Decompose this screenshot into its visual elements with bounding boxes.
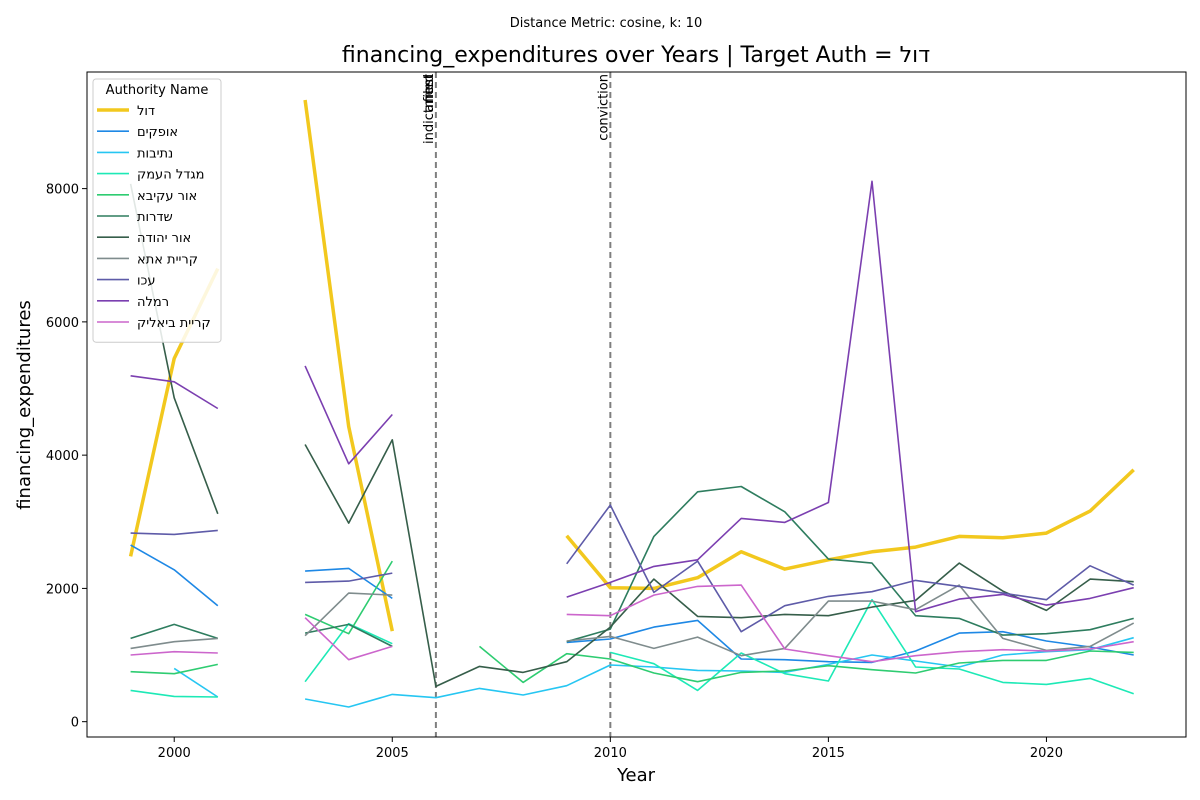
event-label: indictment bbox=[422, 74, 437, 144]
legend-label: אור עקיבא bbox=[137, 189, 197, 204]
y-tick-label: 6000 bbox=[46, 316, 79, 331]
y-tick-label: 4000 bbox=[46, 449, 79, 464]
series-line bbox=[304, 438, 1134, 688]
x-tick-label: 2015 bbox=[812, 746, 845, 761]
series-line bbox=[566, 584, 1134, 663]
series-line bbox=[566, 504, 1135, 633]
chart-suptitle: Distance Metric: cosine, k: 10 bbox=[510, 16, 702, 31]
legend-label: רמלה bbox=[137, 295, 169, 310]
series-line bbox=[303, 99, 395, 632]
legend-label: אור יהודה bbox=[137, 231, 191, 246]
x-tick-label: 2005 bbox=[376, 746, 409, 761]
legend-label: דול bbox=[137, 104, 155, 119]
series-line bbox=[173, 667, 219, 698]
series-line bbox=[130, 529, 218, 536]
series-line bbox=[130, 637, 218, 650]
legend-label: שדרות bbox=[137, 210, 173, 225]
y-tick-label: 0 bbox=[71, 716, 79, 731]
legend-label: נתיבות bbox=[137, 146, 173, 161]
y-tick-label: 8000 bbox=[46, 183, 79, 198]
legend-label: אופקים bbox=[137, 125, 178, 140]
legend-label: קריית אתא bbox=[137, 252, 198, 267]
series-line bbox=[304, 617, 393, 661]
legend-label: קריית ביאליק bbox=[137, 316, 211, 331]
legend-label: עכו bbox=[137, 274, 156, 289]
series-line bbox=[304, 592, 393, 637]
series-line bbox=[130, 663, 218, 675]
series-line bbox=[130, 544, 219, 607]
legend-box bbox=[92, 78, 222, 343]
series-line bbox=[565, 468, 1135, 591]
legend-label: מגדל העמק bbox=[137, 168, 205, 183]
axes-frame bbox=[86, 71, 1187, 738]
y-axis-label: financing_expenditures bbox=[14, 300, 35, 510]
event-label: conviction bbox=[596, 74, 611, 141]
event-label: filed bbox=[422, 74, 437, 102]
series-line bbox=[566, 584, 1135, 657]
legend-title: Authority Name bbox=[106, 83, 209, 98]
series-line bbox=[130, 623, 219, 640]
x-tick-label: 2000 bbox=[158, 746, 191, 761]
x-tick-label: 2010 bbox=[594, 746, 627, 761]
series-line bbox=[610, 598, 1134, 695]
event-label: arrest bbox=[422, 74, 437, 112]
axis-ticks: 2000 2005 2010 2015 2020 0 2000 4000 6000 8000 bbox=[46, 183, 1063, 761]
series-line bbox=[130, 375, 219, 410]
series-line bbox=[304, 623, 393, 648]
x-tick-label: 2020 bbox=[1030, 746, 1063, 761]
series-line bbox=[566, 485, 1134, 643]
series-line bbox=[305, 572, 393, 584]
legend: Authority Name דול אופקים נתיבות מגדל העמק או… bbox=[92, 78, 222, 343]
series-line bbox=[566, 180, 1134, 613]
y-tick-label: 2000 bbox=[46, 582, 79, 597]
chart-title: financing_expenditures over Years | Targ… bbox=[342, 43, 930, 68]
x-axis-label: Year bbox=[616, 765, 656, 786]
series-line bbox=[304, 365, 393, 465]
series-line bbox=[478, 645, 1134, 684]
series-line bbox=[130, 689, 218, 698]
series-line bbox=[305, 567, 393, 600]
series-line bbox=[130, 650, 218, 656]
series-line bbox=[566, 619, 1134, 664]
